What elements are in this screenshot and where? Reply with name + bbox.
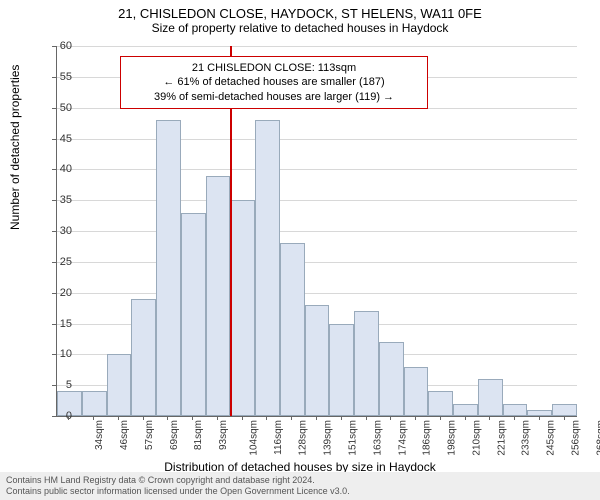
x-tick-label: 139sqm [323,420,334,456]
histogram-bar [404,367,429,416]
x-tick-label: 256sqm [570,420,581,456]
y-tick-mark [52,354,56,355]
footer-attribution: Contains HM Land Registry data © Crown c… [0,472,600,500]
histogram-bar [230,200,255,416]
x-tick-mark [167,416,168,420]
chart-container: 21, CHISLEDON CLOSE, HAYDOCK, ST HELENS,… [0,0,600,500]
page-title: 21, CHISLEDON CLOSE, HAYDOCK, ST HELENS,… [0,0,600,21]
x-tick-label: 69sqm [169,420,180,450]
x-tick-mark [68,416,69,420]
footer-line-2: Contains public sector information licen… [6,486,594,497]
y-axis-label: Number of detached properties [8,65,22,230]
page-subtitle: Size of property relative to detached ho… [0,21,600,35]
y-tick-mark [52,385,56,386]
x-tick-mark [514,416,515,420]
histogram-bar [255,120,280,416]
histogram-bar [552,404,577,416]
histogram-bar [305,305,330,416]
histogram-bar [527,410,552,416]
x-tick-label: 198sqm [447,420,458,456]
x-tick-mark [465,416,466,420]
gridline [57,200,577,201]
histogram-bar [478,379,503,416]
histogram-bar [280,243,305,416]
x-tick-mark [143,416,144,420]
x-tick-label: 57sqm [144,420,155,450]
x-tick-mark [118,416,119,420]
x-tick-label: 174sqm [397,420,408,456]
x-tick-mark [291,416,292,420]
y-tick-mark [52,262,56,263]
x-tick-mark [366,416,367,420]
x-tick-label: 210sqm [471,420,482,456]
x-tick-mark [192,416,193,420]
y-tick-mark [52,46,56,47]
gridline [57,262,577,263]
y-tick-mark [52,77,56,78]
gridline [57,139,577,140]
histogram-bar [82,391,107,416]
y-tick-mark [52,324,56,325]
x-tick-mark [316,416,317,420]
footer-line-1: Contains HM Land Registry data © Crown c… [6,475,594,486]
y-tick-mark [52,139,56,140]
histogram-bar [156,120,181,416]
x-tick-label: 116sqm [273,420,284,455]
histogram-bar [428,391,453,416]
x-tick-label: 163sqm [372,420,383,456]
x-tick-label: 268sqm [595,420,600,456]
x-tick-mark [93,416,94,420]
histogram-bar [379,342,404,416]
x-tick-label: 128sqm [298,420,309,456]
histogram-bar [503,404,528,416]
x-tick-mark [539,416,540,420]
x-tick-label: 186sqm [422,420,433,456]
annotation-line-2: ← 61% of detached houses are smaller (18… [129,75,419,89]
histogram-bar [354,311,379,416]
x-tick-label: 151sqm [348,420,359,456]
y-tick-mark [52,231,56,232]
histogram-bar [181,213,206,417]
histogram-bar [107,354,132,416]
x-tick-label: 233sqm [521,420,532,456]
x-tick-mark [217,416,218,420]
y-tick-mark [52,169,56,170]
histogram-bar [329,324,354,417]
x-tick-mark [266,416,267,420]
x-tick-label: 221sqm [496,420,507,456]
gridline [57,46,577,47]
histogram-bar [206,176,231,417]
x-tick-label: 34sqm [94,420,105,450]
x-tick-label: 81sqm [193,420,204,450]
histogram-bar [131,299,156,416]
x-tick-label: 46sqm [119,420,130,450]
y-tick-mark [52,293,56,294]
annotation-line-3: 39% of semi-detached houses are larger (… [129,90,419,104]
x-tick-label: 93sqm [218,420,229,450]
x-tick-mark [242,416,243,420]
y-tick-mark [52,200,56,201]
y-tick-mark [52,108,56,109]
x-tick-mark [564,416,565,420]
annotation-box: 21 CHISLEDON CLOSE: 113sqm ← 61% of deta… [120,56,428,109]
x-tick-mark [415,416,416,420]
x-tick-label: 104sqm [249,420,260,456]
gridline [57,293,577,294]
histogram-bar [453,404,478,416]
gridline [57,169,577,170]
annotation-line-1: 21 CHISLEDON CLOSE: 113sqm [129,61,419,75]
x-tick-mark [489,416,490,420]
x-tick-mark [390,416,391,420]
x-tick-mark [341,416,342,420]
y-tick-mark [52,416,56,417]
x-tick-label: 245sqm [546,420,557,456]
x-tick-mark [440,416,441,420]
gridline [57,231,577,232]
